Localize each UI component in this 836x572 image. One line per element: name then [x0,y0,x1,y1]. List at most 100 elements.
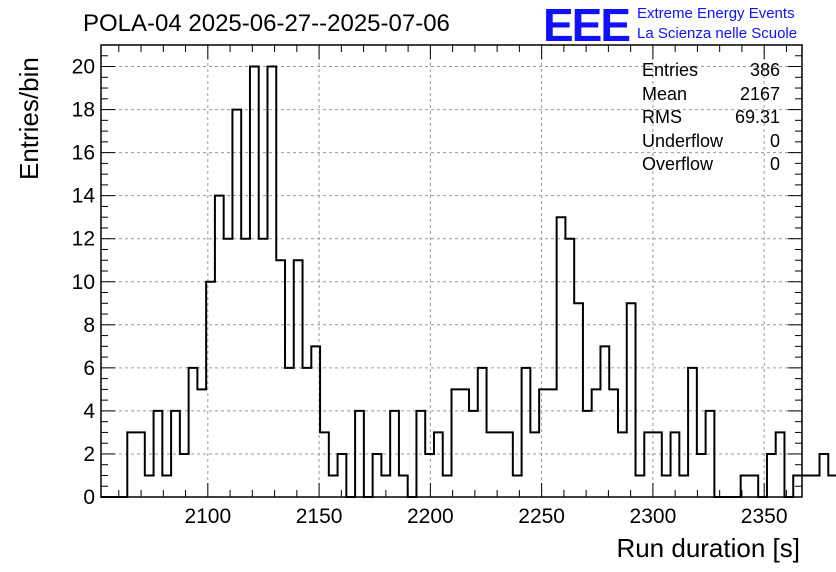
logo-caption-line1: Extreme Energy Events [637,5,795,22]
histogram-bin [399,475,408,497]
histogram-bin [154,411,163,497]
histogram-bin [189,368,198,497]
histogram-bin [653,432,662,497]
histogram-bin [276,260,285,497]
histogram-bin [565,239,574,497]
histogram-bin [259,239,268,497]
histogram-bin [530,432,539,497]
histogram-bin [241,239,250,497]
histogram-bin [390,411,399,497]
y-tick-label: 20 [72,56,95,79]
histogram-bin [285,368,294,497]
histogram-bin [206,282,215,497]
y-axis-label: Entries/bin [14,57,44,180]
y-tick-label: 6 [83,357,95,380]
stats-box: Entries 386 Mean 2167 RMS 69.31 Underflo… [642,59,780,177]
tick-labels: 2100 2150 2200 2250 2300 2350 0 2 4 6 8 10 12 14 16 18 2… [72,56,788,528]
logo-caption: Extreme Energy Events La Scienza nelle S… [637,4,797,44]
y-tick-label: 2 [83,443,95,466]
stat-value: 2167 [739,83,780,104]
histogram-bin [592,389,601,497]
histogram-bin [513,475,522,497]
histogram-bin [504,432,513,497]
y-tick-label: 12 [72,228,95,251]
histogram-bin [627,303,636,497]
stat-label: Entries [642,60,699,80]
x-axis-label: Run duration [s] [616,533,800,563]
y-tick-label: 14 [72,185,96,208]
histogram-bin [329,475,338,497]
axis-ticks [101,44,802,498]
stat-value: 386 [749,60,780,80]
stat-row-overflow: Overflow 0 [642,153,780,177]
histogram-bin [303,368,312,497]
histogram-bin [338,454,347,497]
histogram-bin [215,196,224,497]
stat-value: 0 [769,130,780,151]
histogram-bin [425,454,434,497]
histogram-bin [767,454,776,497]
histogram-bin [434,432,443,497]
histogram-bin [636,475,645,497]
stat-value: 69.31 [734,107,780,127]
histogram-bin [180,454,189,497]
chart-title: POLA-04 2025-06-27--2025-07-06 [83,10,450,37]
logo-caption-line2: La Scienza nelle Scuole [637,25,798,42]
stat-label: Overflow [642,154,714,174]
histogram-bin [452,389,461,497]
histogram-bin [557,217,566,497]
stat-label: RMS [642,107,682,127]
y-tick-label: 4 [83,400,95,423]
histogram-bin [609,389,618,497]
histogram-bin [443,475,452,497]
histogram-bin [320,432,329,497]
histogram-bin [373,454,382,497]
histogram-bin [522,368,531,497]
histogram-bin [618,432,627,497]
x-tick-label: 2300 [630,505,677,528]
x-tick-label: 2200 [407,505,454,528]
histogram-bin [294,260,303,497]
histogram-bin [487,432,496,497]
histogram-bin [127,432,136,497]
eee-logo: EEE [543,0,631,51]
histogram-bin [776,432,785,497]
histogram-bin [267,67,276,497]
histogram-bin [469,411,478,497]
histogram-bin [548,389,557,497]
y-tick-label: 0 [83,486,95,509]
histogram-bin [679,475,688,497]
stat-label: Mean [642,83,688,104]
y-tick-label: 18 [72,99,95,122]
histogram-bin [749,475,758,497]
histogram-bin [136,432,145,497]
histogram-bin [574,303,583,497]
histogram-bin [224,239,233,497]
histogram-bin [250,67,259,497]
histogram-bin [197,389,206,497]
stat-label: Underflow [642,130,724,151]
histogram-bin [688,368,697,497]
histogram-bin [355,411,364,497]
histogram-bin [706,411,715,497]
stat-row-entries: Entries 386 [642,59,780,83]
stat-row-mean: Mean 2167 [642,83,780,107]
histogram-bin [697,454,706,497]
histogram-bin [495,432,504,497]
x-tick-label: 2350 [741,505,788,528]
histogram-bin [416,411,425,497]
histogram-bin [171,411,180,497]
histogram-bin [644,432,653,497]
histogram-bin [811,475,820,497]
histogram-bin [828,475,836,497]
histogram-bin [232,110,241,497]
histogram-bin [583,411,592,497]
histogram-bin [671,432,680,497]
y-tick-label: 16 [72,142,95,165]
histogram-bin [662,475,671,497]
stat-row-rms: RMS 69.31 [642,106,780,130]
histogram-bin [145,475,154,497]
x-tick-label: 2150 [296,505,343,528]
histogram-bin [820,454,829,497]
